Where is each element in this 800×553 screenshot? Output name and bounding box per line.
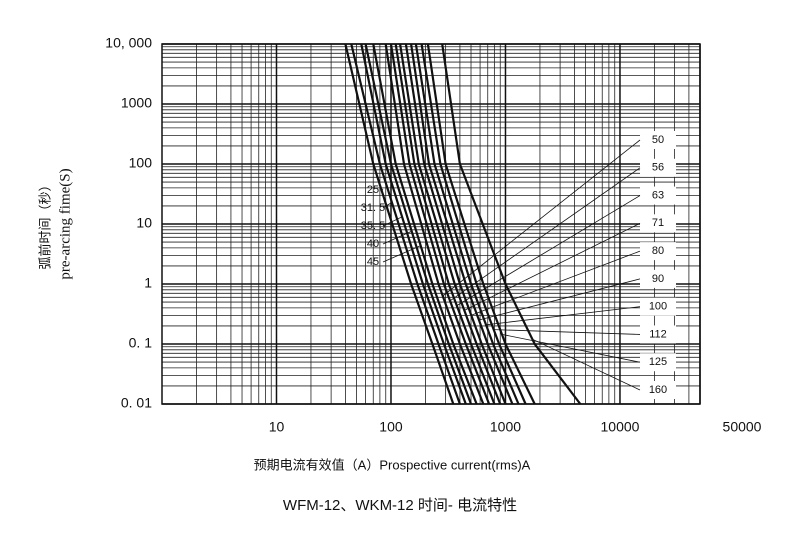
series-label: 56 (652, 162, 664, 174)
series-label: 80 (652, 245, 664, 257)
y-tick-label: 10 (136, 215, 152, 231)
curve (399, 43, 502, 405)
curve (384, 43, 485, 405)
y-tick-label: 0. 1 (129, 335, 153, 351)
y-tick-label: 1000 (121, 95, 152, 111)
x-tick-label: 100 (379, 419, 403, 435)
leader-line (486, 306, 641, 326)
curve (410, 43, 514, 405)
label-box (640, 242, 676, 261)
series-label: 63 (652, 189, 664, 201)
curve (414, 43, 520, 405)
series-label: 35. 5 (361, 220, 385, 232)
x-tick-label: 10000 (601, 419, 640, 435)
y-tick-label: 1 (144, 275, 152, 291)
label-box (640, 131, 676, 149)
leader-line (478, 278, 641, 321)
series-label: 125 (649, 356, 667, 368)
plot-frame (161, 43, 701, 405)
series-label: 50 (652, 134, 664, 146)
curve (426, 43, 536, 405)
x-tick-label: 10 (269, 419, 285, 435)
leader-line (382, 216, 403, 227)
y-axis-label: pre-arcing fime(S) (57, 168, 73, 279)
label-box (640, 325, 676, 344)
curve (364, 43, 473, 405)
leader-line (382, 245, 421, 263)
leader-line (464, 222, 641, 311)
series-label: 40 (367, 238, 379, 250)
leader-line (493, 329, 641, 335)
leader-line (471, 250, 641, 316)
leader-line (382, 202, 393, 209)
leader-line (382, 230, 412, 245)
curve (394, 43, 496, 405)
x-tick-label: 1000 (490, 419, 521, 435)
curve (372, 43, 478, 405)
label-box (640, 297, 676, 316)
curve (344, 43, 455, 405)
label-box (640, 214, 676, 233)
series-label: 71 (652, 217, 664, 229)
curve (350, 43, 461, 405)
curve (389, 43, 491, 405)
x-axis-label: 预期电流有效值（A）Prospective current(rms)A (254, 457, 531, 472)
leader-line (501, 334, 641, 363)
leader-line (532, 338, 641, 391)
leader-line (380, 187, 384, 191)
curve (441, 43, 582, 405)
curve (360, 43, 467, 405)
caption: WFM-12、WKM-12 时间- 电流特性 (283, 497, 517, 514)
label-box (640, 269, 676, 288)
label-box (640, 353, 676, 372)
series-label: 25 (367, 184, 379, 196)
series-label: 160 (649, 384, 667, 396)
series-label: 112 (649, 328, 667, 340)
curve (404, 43, 507, 405)
series-label: 90 (652, 273, 664, 285)
label-box (640, 381, 676, 399)
x-tick-label: 50000 (723, 419, 762, 435)
y-tick-label: 100 (129, 155, 153, 171)
leader-line (442, 139, 641, 297)
y-tick-label: 0. 01 (121, 395, 152, 411)
y-axis-label: 弧前时间（秒） (37, 178, 52, 269)
leader-line (456, 195, 641, 306)
y-tick-label: 10, 000 (105, 35, 152, 51)
label-box (640, 186, 676, 205)
series-label: 100 (649, 301, 667, 313)
series-label: 45 (367, 256, 379, 268)
label-box (640, 158, 676, 177)
series-label: 31. 5 (361, 202, 385, 214)
curve (420, 43, 527, 405)
